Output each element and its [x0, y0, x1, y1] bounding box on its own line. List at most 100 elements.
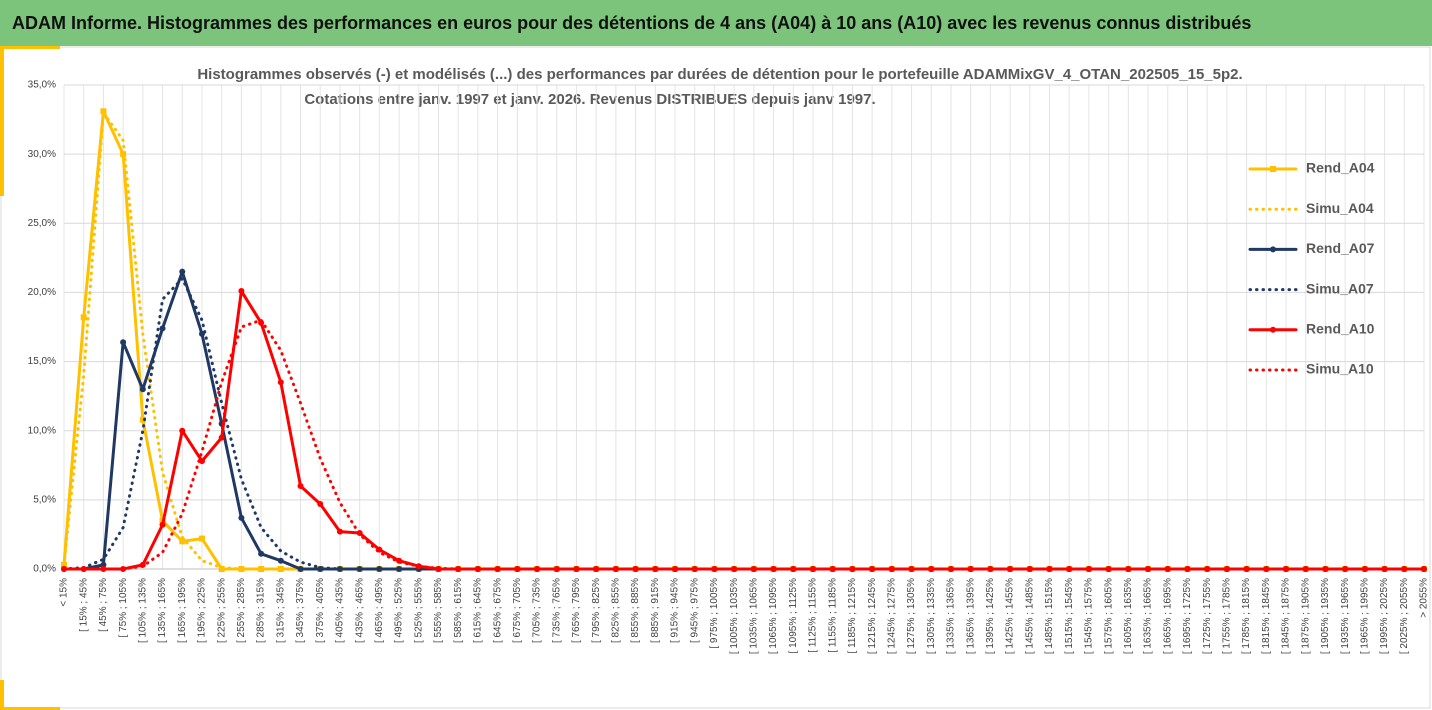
x-tick-label: [ 405% ; 435% — [335, 578, 346, 643]
x-tick-label: [ 1515% ; 1545% — [1064, 578, 1075, 654]
x-tick-label: [ 945% ; 975% — [689, 578, 700, 643]
x-tick-label: [ 975% ; 1005% — [709, 578, 720, 649]
point-marker — [1283, 566, 1290, 572]
x-tick-label: [ 1305% ; 1335% — [926, 578, 937, 654]
x-tick-label: [ 1995% ; 2025% — [1379, 578, 1390, 654]
point-marker — [238, 288, 245, 295]
point-marker — [829, 566, 836, 572]
point-marker — [258, 550, 265, 557]
x-tick-label: [ 1035% ; 1065% — [748, 578, 759, 654]
x-tick-label: [ 435% ; 465% — [354, 578, 365, 643]
x-tick-label: [ 1335% ; 1365% — [946, 578, 957, 654]
point-marker — [750, 566, 757, 572]
point-marker — [336, 528, 343, 535]
legend-label: Rend_A04 — [1306, 160, 1375, 176]
point-marker — [139, 416, 146, 423]
point-marker — [632, 566, 639, 572]
point-marker — [297, 483, 304, 490]
point-marker — [1401, 566, 1408, 572]
x-tick-label: [ 1935% ; 1965% — [1340, 578, 1351, 654]
y-tick-label: 25,0% — [28, 218, 56, 229]
point-marker — [179, 427, 186, 434]
header-title: ADAM Informe. Histogrammes des performan… — [12, 13, 1251, 33]
y-tick-label: 10,0% — [28, 425, 56, 436]
x-tick-label: [ 1905% ; 1935% — [1320, 578, 1331, 654]
point-marker — [159, 325, 166, 332]
frame-accent — [0, 707, 60, 710]
point-marker — [198, 535, 205, 542]
point-marker — [770, 566, 777, 572]
x-tick-label: [ 105% ; 135% — [137, 578, 148, 643]
x-tick-label: [ 525% ; 555% — [413, 578, 424, 643]
point-marker — [1322, 566, 1329, 572]
point-marker — [1302, 566, 1309, 572]
legend-label: Simu_A10 — [1306, 361, 1374, 377]
point-marker — [179, 538, 186, 545]
chart-frame — [0, 46, 1431, 709]
x-tick-label: [ 1725% ; 1755% — [1202, 578, 1213, 654]
x-tick-label: [ 555% ; 585% — [433, 578, 444, 643]
x-tick-label: [ 1455% ; 1485% — [1024, 578, 1035, 654]
x-tick-label: [ 735% ; 765% — [551, 578, 562, 643]
series-line — [62, 270, 1426, 571]
x-tick-label: [ 495% ; 525% — [394, 578, 405, 643]
point-marker — [120, 151, 127, 158]
x-tick-label: [ 1605% ; 1635% — [1123, 578, 1134, 654]
x-tick-label: [ 1155% ; 1185% — [827, 578, 838, 653]
y-tick-label: 35,0% — [28, 80, 56, 91]
x-tick-label: [ 1185% ; 1215% — [847, 578, 858, 654]
x-tick-label: [ 375% ; 405% — [315, 578, 326, 643]
legend-marker — [1270, 166, 1276, 172]
x-tick-label: [ 615% ; 645% — [473, 578, 484, 643]
frame-accent — [0, 46, 60, 49]
x-tick-label: [ 1365% ; 1395% — [965, 578, 976, 654]
point-marker — [1342, 566, 1349, 572]
x-tick-label: [ 285% ; 315% — [256, 578, 267, 643]
y-tick-label: 20,0% — [28, 287, 56, 298]
point-marker — [159, 521, 166, 528]
x-tick-label: [ 1065% ; 1095% — [768, 578, 779, 654]
point-marker — [888, 566, 895, 572]
point-marker — [277, 379, 284, 386]
point-marker — [1361, 566, 1368, 572]
legend-label: Simu_A07 — [1306, 280, 1374, 296]
x-tick-label: < 15% — [59, 578, 70, 607]
x-tick-label: [ 1395% ; 1425% — [985, 578, 996, 654]
x-tick-label: [ 195% ; 225% — [197, 578, 208, 643]
point-marker — [198, 458, 205, 465]
x-tick-label: [ 1845% ; 1875% — [1281, 578, 1292, 654]
x-tick-label: [ 465% ; 495% — [374, 578, 385, 643]
legend-marker — [1270, 326, 1276, 333]
x-tick-label: [ 1755% ; 1785% — [1222, 578, 1233, 654]
y-tick-label: 0,0% — [33, 564, 56, 575]
x-tick-label: [ 915% ; 945% — [670, 578, 681, 643]
chart-subtitle: Cotations entre janv. 1997 et janv. 2026… — [304, 91, 875, 108]
y-tick-label: 5,0% — [33, 494, 56, 505]
point-marker — [238, 514, 245, 521]
x-tick-label: > 2055% — [1419, 578, 1430, 618]
x-tick-label: [ 1695% ; 1725% — [1182, 578, 1193, 654]
point-marker — [80, 314, 87, 321]
point-marker — [790, 566, 797, 572]
x-tick-label: [ 1665% ; 1695% — [1162, 578, 1173, 654]
x-tick-label: [ 1785% ; 1815% — [1241, 578, 1252, 654]
y-tick-label: 30,0% — [28, 149, 56, 160]
x-tick-label: [ 825% ; 855% — [611, 578, 622, 643]
x-tick-label: [ 1635% ; 1665% — [1143, 578, 1154, 654]
x-tick-label: [ 885% ; 915% — [650, 578, 661, 643]
point-marker — [691, 566, 698, 572]
x-tick-label: [ 45% ; 75% — [98, 578, 109, 632]
x-tick-label: [ 1095% ; 1125% — [788, 578, 799, 654]
point-marker — [317, 501, 324, 508]
frame-accent — [0, 46, 4, 196]
point-marker — [731, 566, 738, 572]
x-tick-label: [ 135% ; 165% — [157, 578, 168, 643]
point-marker — [652, 566, 659, 572]
point-marker — [120, 339, 127, 346]
x-tick-label: [ 225% ; 255% — [216, 578, 227, 643]
point-marker — [672, 566, 679, 572]
x-tick-label: [ 765% ; 795% — [571, 578, 582, 643]
point-marker — [1243, 566, 1250, 572]
point-marker — [809, 566, 816, 572]
